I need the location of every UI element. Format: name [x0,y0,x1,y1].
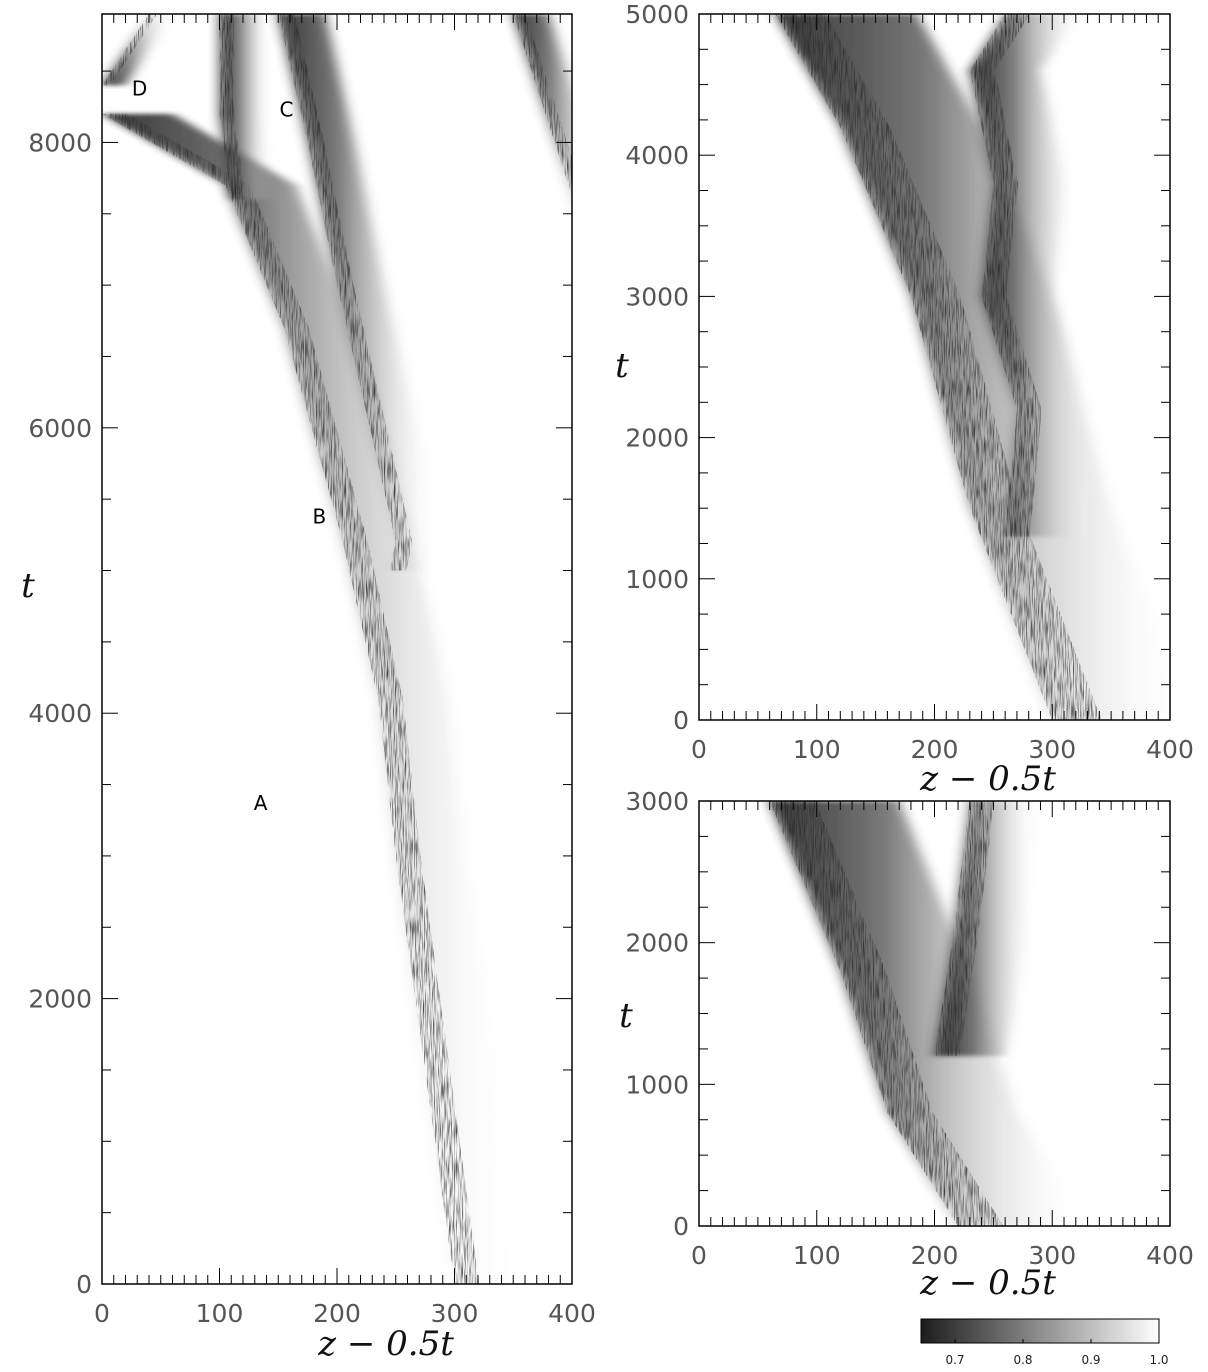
y-tick-label: 6000 [28,414,92,443]
x-tick-label: 300 [431,1299,479,1328]
x-tick-label: 0 [691,735,707,764]
y-tick-label: 0 [673,706,689,735]
field [102,14,572,1284]
annotation-B: B [313,504,327,528]
x-tick-label: 300 [1028,1241,1076,1270]
x-tick-label: 0 [691,1241,707,1270]
panel-bottom-right: 0 100 200 300 400 0 1000 2000 3000 z − 0.5t t [619,787,1194,1303]
front-edge-2 [219,14,246,200]
front-edge-0 [102,113,480,1284]
y-tick-label: 0 [673,1212,689,1241]
y-tick-label: 2000 [625,424,689,453]
x-tick-label: 300 [1028,735,1076,764]
y-axis-title: t [615,346,629,386]
x-tick-label: 200 [911,735,959,764]
y-tick-label: 8000 [28,128,92,157]
x-tick-label: 100 [793,1241,841,1270]
y-tick-label: 0 [76,1270,92,1299]
x-tick-label: 200 [313,1299,361,1328]
x-tick-label: 200 [911,1241,959,1270]
x-axis-title: z − 0.5t [919,1263,1056,1303]
x-tick-label: 100 [793,735,841,764]
front-edge-4 [102,14,158,86]
front-edge-1 [969,14,1042,537]
y-axis-title: t [21,566,35,606]
x-tick-label: 0 [94,1299,110,1328]
x-tick-label: 400 [548,1299,596,1328]
front-edge-1 [934,801,995,1056]
x-tick-label: 400 [1146,1241,1194,1270]
annotation-D: D [132,76,147,100]
y-tick-label: 1000 [625,565,689,594]
y-tick-label: 2000 [28,985,92,1014]
colorbar-tick-label: 1.0 [1149,1353,1168,1367]
x-tick-label: 400 [1146,735,1194,764]
annotation-C: C [279,98,293,122]
y-tick-label: 4000 [625,141,689,170]
colorbar-tick-label: 0.8 [1013,1353,1032,1367]
front-edge-0 [769,801,1004,1226]
y-tick-label: 2000 [625,929,689,958]
x-axis-title: z − 0.5t [919,759,1056,799]
colorbar-tick-label: 0.9 [1081,1353,1100,1367]
field [769,801,1088,1226]
colorbar: 0.7 0.8 0.9 1.0 [920,1318,1169,1367]
y-tick-label: 1000 [625,1070,689,1099]
front-edge-3 [513,14,572,196]
front-edge-1 [278,14,413,571]
colorbar-tick-label: 0.7 [945,1353,964,1367]
y-tick-label: 3000 [625,282,689,311]
field [775,14,1170,720]
x-tick-label: 100 [196,1299,244,1328]
colorbar-scale [920,1318,1160,1344]
annotation-A: A [254,791,268,815]
x-axis-title: z − 0.5t [317,1324,454,1364]
y-tick-label: 4000 [28,699,92,728]
y-tick-label: 3000 [625,787,689,816]
y-tick-label: 5000 [625,0,689,29]
front-edge-0 [775,14,1102,720]
y-axis-title: t [619,996,633,1036]
